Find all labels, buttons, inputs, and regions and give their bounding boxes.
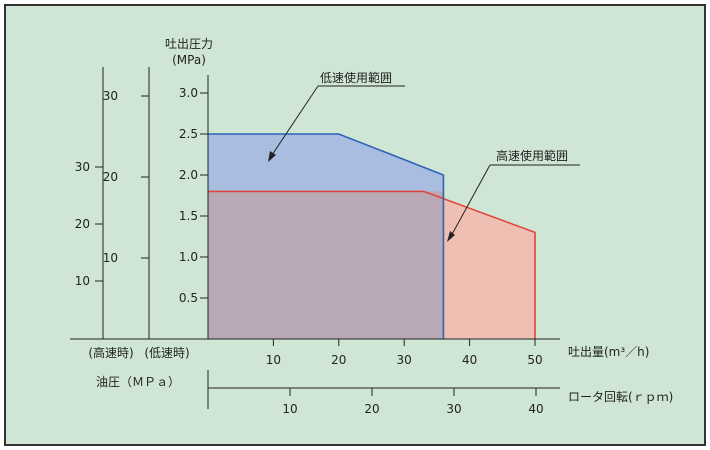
low-speed-callout-leader: [269, 85, 319, 159]
high-speed-callout-label: 高速使用範囲: [496, 148, 568, 163]
y-tick-label: 3.0: [179, 86, 198, 100]
oil-pressure-tick-label: 30: [75, 160, 90, 174]
oil-pressure-tick-label: 30: [103, 89, 118, 103]
x-tick-label: 30: [397, 353, 412, 367]
oil-pressure-high-label: (高速時): [88, 345, 133, 360]
y-tick-label: 2.0: [179, 168, 198, 182]
oil-pressure-tick-label: 20: [75, 217, 90, 231]
high-speed-boundary: [208, 190, 536, 339]
high-speed-callout-leader: [449, 164, 491, 239]
low-speed-boundary: [208, 133, 445, 339]
y-tick-label: 1.5: [179, 209, 198, 223]
y-axis-title: 吐出圧力: [165, 37, 213, 51]
oil-pressure-low-label: (低速時): [144, 346, 189, 360]
y-axis-unit: (MPa): [172, 53, 206, 67]
x-tick-label: 50: [527, 353, 542, 367]
rpm-tick-label: 30: [446, 402, 461, 416]
x-tick-label: 40: [462, 353, 477, 367]
high-speed-callout-arrowhead: [447, 231, 455, 242]
x-tick-label: 20: [331, 353, 346, 367]
x-tick-label: 10: [266, 353, 281, 367]
overlap-area: [208, 191, 444, 339]
oil-pressure-tick-label: 20: [103, 170, 118, 184]
x-axis-title: 吐出量(m³／h): [568, 345, 649, 359]
low-speed-callout-label: 低速使用範囲: [320, 70, 392, 85]
oil-pressure-tick-label: 10: [103, 251, 118, 265]
rpm-tick-label: 20: [364, 402, 379, 416]
y-tick-label: 2.5: [179, 127, 198, 141]
rpm-tick-label: 10: [282, 402, 297, 416]
oil-pressure-tick-label: 10: [75, 274, 90, 288]
rpm-tick-label: 40: [528, 402, 543, 416]
oil-pressure-title: 油圧（ＭＰａ）: [96, 375, 180, 389]
y-tick-label: 0.5: [179, 291, 198, 305]
low-speed-callout-arrowhead: [268, 151, 276, 162]
y-tick-label: 1.0: [179, 250, 198, 264]
rpm-axis-title: ロータ回転(ｒｐｍ): [568, 390, 673, 404]
